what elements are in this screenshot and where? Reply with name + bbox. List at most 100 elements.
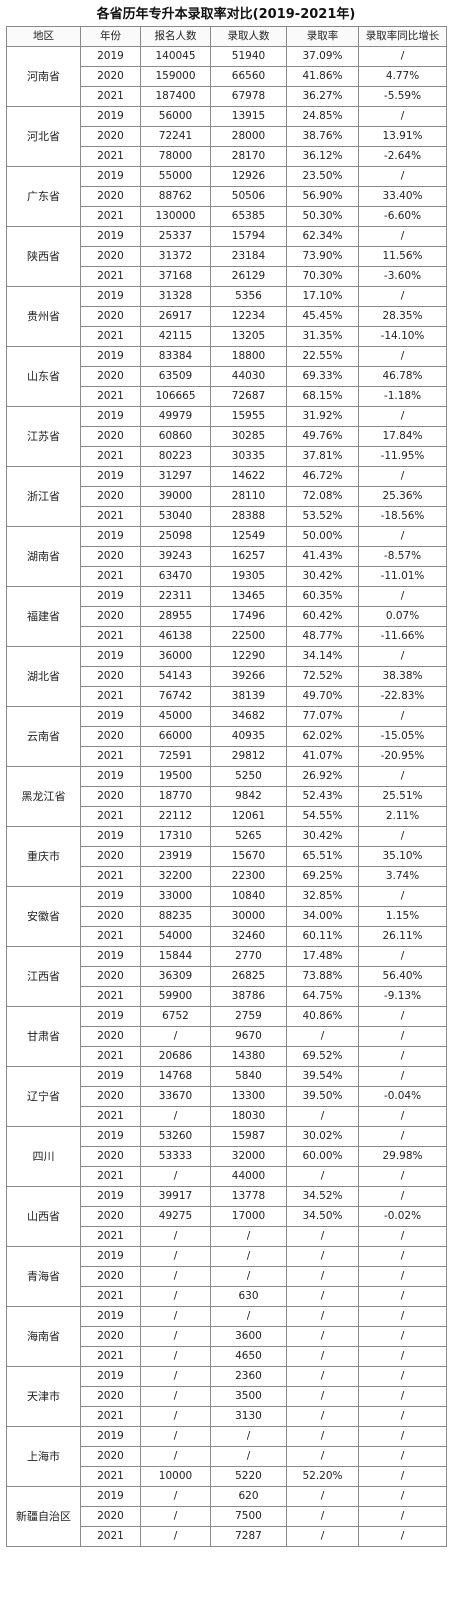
growth-cell: 26.11% [358,926,447,947]
admitted-cell: 15987 [210,1126,287,1147]
rate-cell: / [286,1326,359,1347]
table-row: 安徽省 2019 33000 10840 32.85% / [6,886,447,947]
region-cell: 甘肃省 [6,1006,81,1067]
table-row: 2020 49275 17000 34.50% -0.02% [7,1206,447,1227]
year-cell: 2021 [80,686,141,707]
growth-cell: 0.07% [358,606,447,627]
applicants-cell: 140045 [140,46,211,67]
year-cell: 2021 [80,1106,141,1127]
admitted-cell: 4650 [210,1346,287,1367]
applicants-cell: 15844 [140,946,211,967]
year-cell: 2019 [80,406,141,427]
year-cell: 2020 [80,546,141,567]
growth-cell: -9.13% [358,986,447,1007]
applicants-cell: 45000 [140,706,211,727]
rate-cell: 64.75% [286,986,359,1007]
table-row: 2020 88762 50506 56.90% 33.40% [7,186,447,207]
table-row: 辽宁省 2019 14768 5840 39.54% / [6,1066,447,1127]
year-cell: 2020 [80,786,141,807]
region-cell: 云南省 [6,706,81,767]
table-row: 2020 28955 17496 60.42% 0.07% [7,606,447,627]
year-cell: 2021 [80,566,141,587]
rate-cell: 60.35% [286,586,359,607]
rate-cell: 41.86% [286,66,359,87]
year-cell: 2020 [80,186,141,207]
rate-cell: / [286,1486,359,1507]
growth-cell: / [358,1406,447,1427]
table-row: 重庆市 2019 17310 5265 30.42% / [6,826,447,887]
table-row: 2020 33670 13300 39.50% -0.04% [7,1086,447,1107]
admitted-cell: 72687 [210,386,287,407]
table-row: 2020/9670// [7,1026,447,1047]
growth-cell: / [358,166,447,187]
growth-cell: / [358,406,447,427]
table-row: 2021/3130// [7,1406,447,1427]
rate-cell: 49.70% [286,686,359,707]
year-cell: 2020 [80,126,141,147]
admitted-cell: 12290 [210,646,287,667]
rate-cell: 60.11% [286,926,359,947]
admitted-cell: 18030 [210,1106,287,1127]
applicants-cell: / [140,1026,211,1047]
admitted-cell: 50506 [210,186,287,207]
applicants-cell: 17310 [140,826,211,847]
growth-cell: / [358,946,447,967]
applicants-cell: 63470 [140,566,211,587]
table-row: 山西省 2019 39917 13778 34.52% / [6,1186,447,1247]
growth-cell: / [358,826,447,847]
growth-cell: -0.02% [358,1206,447,1227]
applicants-cell: 78000 [140,146,211,167]
year-cell: 2020 [80,1026,141,1047]
year-cell: 2021 [80,1286,141,1307]
admitted-cell: 44000 [210,1166,287,1187]
growth-cell: / [358,1386,447,1407]
header-applicants: 报名人数 [140,26,211,47]
admitted-cell: 15670 [210,846,287,867]
rate-cell: 36.27% [286,86,359,107]
table-row: 2020/7500// [7,1506,447,1527]
table-row: 陕西省 2019 25337 15794 62.34% / [6,226,447,287]
growth-cell: 35.10% [358,846,447,867]
growth-cell: 29.98% [358,1146,447,1167]
rate-cell: 41.43% [286,546,359,567]
year-cell: 2020 [80,1086,141,1107]
growth-cell: / [358,1506,447,1527]
applicants-cell: 32200 [140,866,211,887]
header-row: 地区 年份 报名人数 录取人数 录取率 录取率同比增长 [6,26,447,47]
applicants-cell: 37168 [140,266,211,287]
admitted-cell: 67978 [210,86,287,107]
applicants-cell: 80223 [140,446,211,467]
applicants-cell: 33000 [140,886,211,907]
applicants-cell: 46138 [140,626,211,647]
admitted-cell: 28000 [210,126,287,147]
rate-cell: 37.09% [286,46,359,67]
region-cell: 山西省 [6,1186,81,1247]
year-cell: 2019 [80,226,141,247]
applicants-cell: / [140,1326,211,1347]
rate-cell: 50.00% [286,526,359,547]
growth-cell: / [358,286,447,307]
table-row: 四川 2019 53260 15987 30.02% / [6,1126,447,1187]
admitted-cell: 18800 [210,346,287,367]
admitted-cell: / [210,1306,287,1327]
table-row: 浙江省 2019 31297 14622 46.72% / [6,466,447,527]
rate-cell: 39.50% [286,1086,359,1107]
year-cell: 2020 [80,1146,141,1167]
admitted-cell: / [210,1226,287,1247]
table-row: 2021 22112 12061 54.55% 2.11% [7,806,447,827]
year-cell: 2019 [80,1306,141,1327]
year-cell: 2021 [80,746,141,767]
admitted-cell: 26129 [210,266,287,287]
admitted-cell: 17496 [210,606,287,627]
rate-cell: 38.76% [286,126,359,147]
region-cell: 湖北省 [6,646,81,707]
table-row: 2020 36309 26825 73.88% 56.40% [7,966,447,987]
admitted-cell: 5220 [210,1466,287,1487]
admitted-cell: 19305 [210,566,287,587]
rate-cell: 77.07% [286,706,359,727]
admitted-cell: 44030 [210,366,287,387]
year-cell: 2019 [80,646,141,667]
rate-cell: / [286,1246,359,1267]
rate-cell: 26.92% [286,766,359,787]
applicants-cell: 23919 [140,846,211,867]
